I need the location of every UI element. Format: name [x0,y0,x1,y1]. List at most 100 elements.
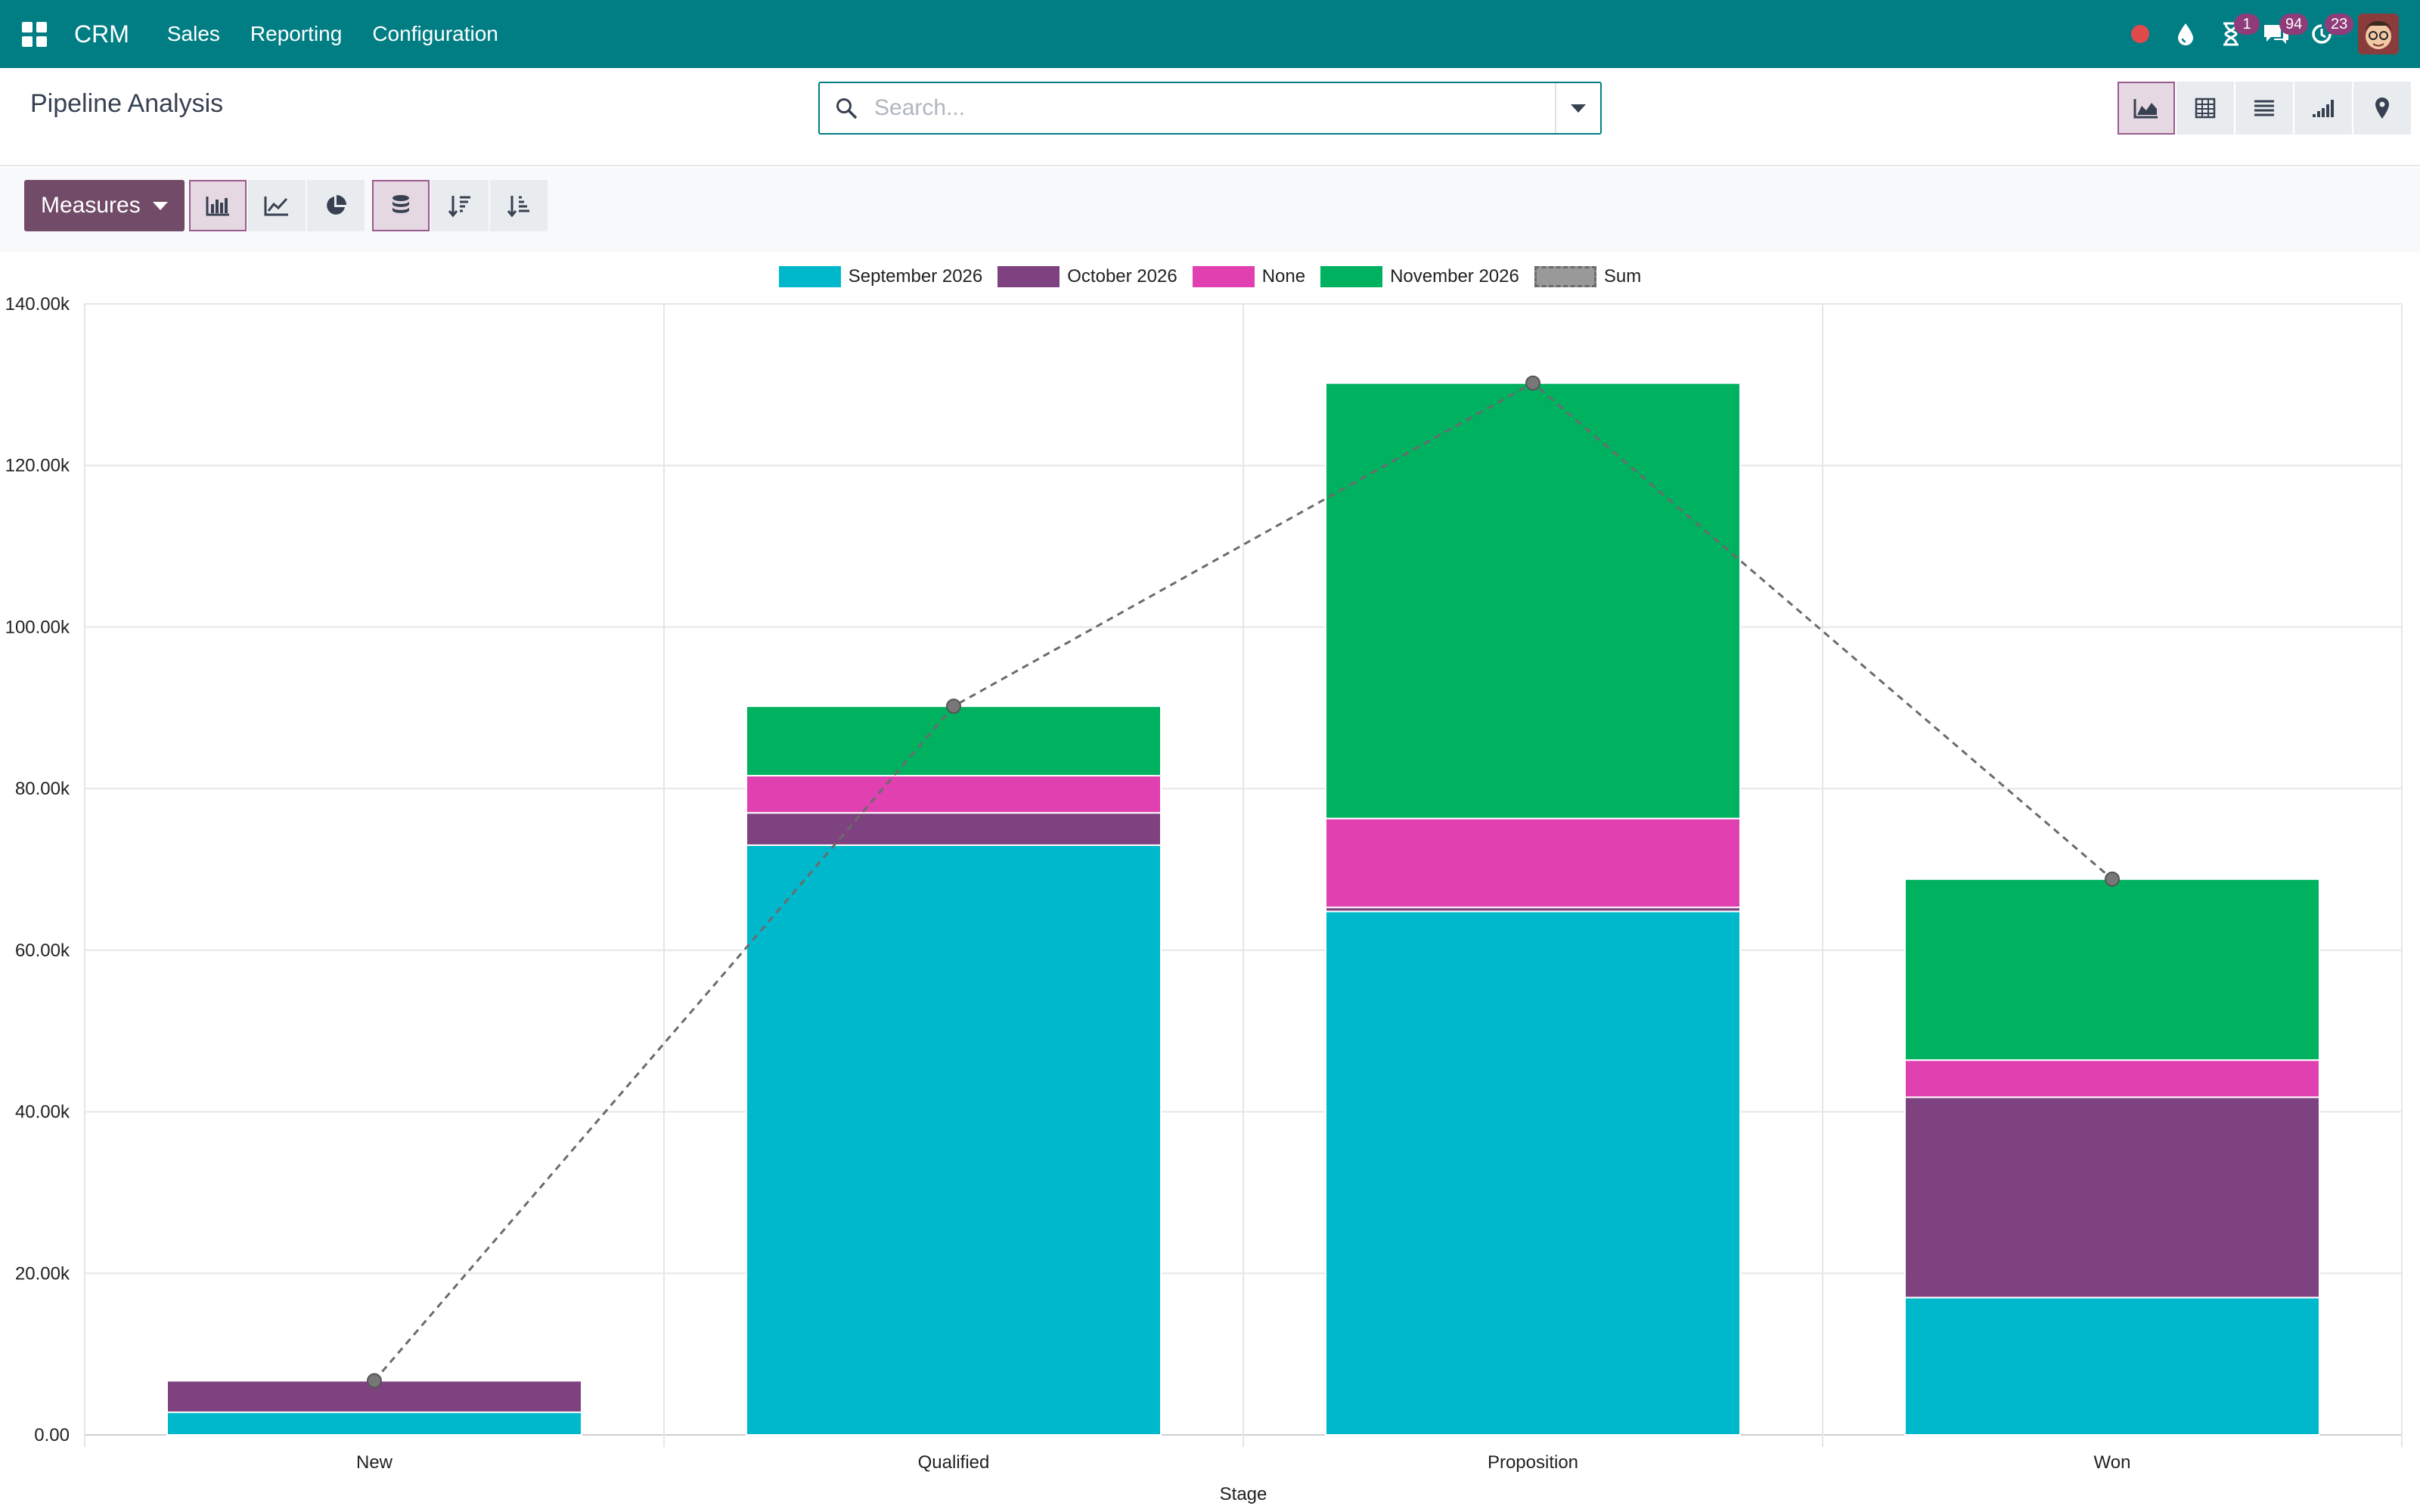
table-grid-icon [2195,98,2216,119]
record-dot-icon [2131,25,2149,43]
menu-sales[interactable]: Sales [166,22,220,45]
top-navbar: CRM Sales Reporting Configuration 1 94 [0,0,2420,68]
sum-point [946,699,961,714]
sort-ascending-button[interactable] [490,180,548,231]
updates-badge: 23 [2325,14,2354,35]
area-chart-icon [2133,99,2158,119]
line-chart-button[interactable] [248,180,306,231]
bar-segment [746,812,1162,846]
menu-configuration[interactable]: Configuration [372,22,498,45]
sort-ascending-icon [507,196,529,218]
clock-refresh-icon [2312,24,2332,44]
bar-segment [166,1411,582,1436]
x-tick-label: New [356,1452,393,1473]
bar-segment [1325,817,1741,909]
view-list-button[interactable] [2235,82,2293,135]
view-graph-button[interactable] [2118,82,2175,135]
bar-chart-icon [206,197,229,216]
chart-area: September 2026 October 2026 None Novembe… [0,253,2420,1512]
drop-button[interactable] [2163,0,2208,68]
legend-swatch [1192,266,1255,287]
y-tick-label: 80.00k [15,779,70,799]
control-panel: Pipeline Analysis [0,68,2420,166]
legend-item-none[interactable]: None [1192,266,1306,287]
sort-descending-button[interactable] [431,180,489,231]
search-input[interactable] [873,85,1555,131]
systray: 1 94 23 [2118,0,2420,68]
legend-item-september[interactable]: September 2026 [778,266,983,287]
x-tick-label: Won [2094,1452,2131,1473]
activities-button[interactable]: 1 [2208,0,2260,68]
stack-toggle-group [372,180,431,231]
legend-item-sum[interactable]: Sum [1534,266,1641,287]
view-cohort-button[interactable] [2294,82,2352,135]
y-tick-label: 0.00 [34,1425,70,1445]
measures-label: Measures [41,193,141,218]
y-tick-label: 100.00k [5,617,70,637]
bar-chart-button[interactable] [189,180,247,231]
activities-badge: 1 [2234,14,2260,35]
list-icon [2254,100,2274,116]
bar-segment [1325,910,1741,1436]
line-chart-icon [264,197,288,216]
legend-label: October 2026 [1067,266,1177,287]
legend-item-november[interactable]: November 2026 [1320,266,1519,287]
main-menu: Sales Reporting Configuration [152,22,513,46]
sum-point [1525,375,1540,391]
y-tick-label: 20.00k [15,1263,70,1284]
messages-button[interactable]: 94 [2254,0,2309,68]
bar-chart: 0.00 20.00k 40.00k 60.00k 80.00k 100.00k 120.0… [5,294,2403,1504]
legend-item-october[interactable]: October 2026 [997,266,1177,287]
legend-swatch [778,266,841,287]
search-options-toggle[interactable] [1555,83,1600,133]
chart-legend: September 2026 October 2026 None Novembe… [0,266,2420,287]
bar-segment [746,844,1162,1436]
view-pivot-button[interactable] [2176,82,2234,135]
measures-dropdown-button[interactable]: Measures [24,180,185,231]
database-stack-icon [392,195,409,213]
map-pin-icon [2375,98,2389,119]
graph-toolbar: Measures [0,168,2420,253]
view-switcher [2116,82,2411,135]
bar-segment [1904,1297,2320,1436]
menu-reporting[interactable]: Reporting [250,22,343,45]
search-icon [820,83,873,133]
signal-bars-icon [2313,100,2334,117]
messages-badge: 94 [2279,14,2309,35]
sort-descending-icon [448,196,470,218]
user-avatar[interactable] [2358,14,2399,54]
pie-chart-button[interactable] [307,180,365,231]
apps-menu-button[interactable] [0,0,68,68]
bar-segment [746,775,1162,814]
sum-point [367,1373,382,1389]
y-tick-label: 140.00k [5,294,70,314]
legend-label: September 2026 [848,266,983,287]
sum-point [2105,871,2120,887]
x-tick-label: Proposition [1488,1452,1578,1473]
apps-grid-icon [21,21,47,47]
bar-segment [1904,878,2320,1061]
page-title: Pipeline Analysis [30,89,224,118]
stacked-toggle-button[interactable] [372,180,430,231]
user-avatar-icon [2358,14,2399,54]
chevron-down-icon [1571,104,1586,113]
updates-button[interactable]: 23 [2299,0,2354,68]
bar-segment [1325,382,1741,820]
bar-segment [1904,1096,2320,1299]
hourglass-icon [2223,22,2238,46]
recording-indicator[interactable] [2118,0,2163,68]
y-tick-label: 60.00k [15,940,70,961]
droplet-icon [2178,23,2193,45]
view-map-button[interactable] [2353,82,2411,135]
bar-segment [746,705,1162,777]
pie-chart-icon [327,195,346,215]
legend-label: November 2026 [1390,266,1519,287]
app-brand[interactable]: CRM [74,20,129,48]
legend-label: None [1261,266,1306,287]
search-bar[interactable] [818,82,1602,135]
legend-swatch [1534,266,1596,287]
legend-swatch [1320,266,1383,287]
sort-group [431,180,549,231]
caret-down-icon [152,201,168,210]
legend-label: Sum [1603,266,1642,287]
